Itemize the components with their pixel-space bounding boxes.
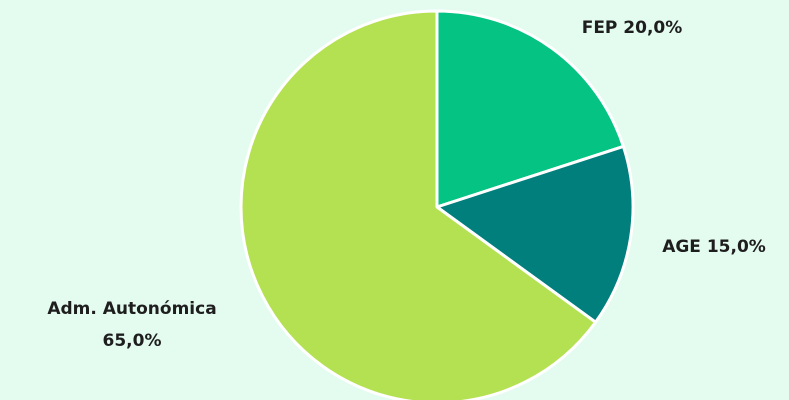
pie-labels: FEP 20,0% AGE 15,0% Adm. Autonómica 65,0% xyxy=(47,18,765,351)
pie-slice-age xyxy=(435,144,635,324)
pie-slice-fep xyxy=(435,9,625,209)
slice-label-age: AGE 15,0% xyxy=(662,237,766,257)
pie-slice-adm-autonomica xyxy=(239,9,598,400)
slice-label-fep: FEP 20,0% xyxy=(582,18,683,38)
slice-label-adm-autonomica: Adm. Autonómica 65,0% xyxy=(47,299,216,351)
pie-slices xyxy=(239,9,635,400)
